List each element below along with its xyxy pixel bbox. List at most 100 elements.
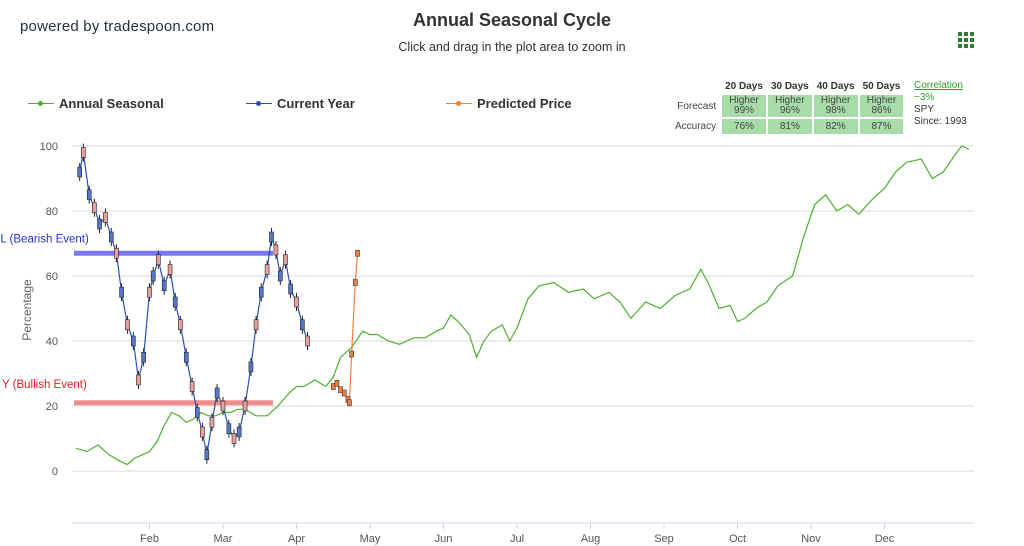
legend-predicted-price[interactable]: Predicted Price <box>446 96 572 111</box>
x-tick-label: Oct <box>729 533 746 545</box>
y-tick-label: 80 <box>46 206 58 218</box>
legend-annual-swatch <box>28 99 54 109</box>
candle-body <box>150 270 156 282</box>
chart-subtitle: Click and drag in the plot area to zoom … <box>398 40 626 54</box>
candle-body <box>236 426 242 438</box>
accuracy-cell: 82% <box>813 119 858 134</box>
y-tick-label: 0 <box>52 466 58 478</box>
correlation-ticker: SPY <box>914 104 935 115</box>
x-axis-ticks: Feb Mar Apr May Jun Jul Aug Sep Oct Nov Dec <box>140 523 895 545</box>
predicted-point <box>347 399 352 407</box>
candle-body <box>189 381 195 392</box>
brand-text[interactable]: powered by tradespoon.com <box>20 18 215 35</box>
candle-body <box>305 335 310 347</box>
candle-body <box>209 416 215 428</box>
header-30-days: 30 Days <box>770 81 809 92</box>
accuracy-cell: 81% <box>767 119 812 134</box>
forecast-row-label: Forecast <box>677 100 717 112</box>
candle-body <box>161 280 167 292</box>
candle-body <box>136 374 141 386</box>
legend-annual-seasonal[interactable]: Annual Seasonal <box>28 96 164 111</box>
x-tick-label: Jun <box>435 533 453 545</box>
candle-body <box>172 296 178 308</box>
candle-body <box>294 296 299 308</box>
candle-body <box>147 286 152 298</box>
chart-menu-icon[interactable] <box>958 32 974 48</box>
legend-current-label: Current Year <box>277 96 355 111</box>
x-tick-label: Nov <box>801 533 821 545</box>
forecast-cell: Higher 86% <box>859 95 904 117</box>
y-tick-label: 60 <box>46 271 58 283</box>
y-tick-label: 20 <box>46 401 58 413</box>
candle-body <box>214 387 220 399</box>
bullish-event-label: Y (Bullish Event) <box>2 379 87 391</box>
candle-body <box>200 426 205 438</box>
header-20-days: 20 Days <box>725 81 763 92</box>
correlation-value: −3% <box>914 92 935 103</box>
x-tick-label: Sep <box>654 533 674 545</box>
predicted-point <box>341 389 347 397</box>
candle-body <box>231 433 237 444</box>
annual-seasonal-series[interactable] <box>75 145 970 466</box>
annual-seasonal-line <box>75 145 970 466</box>
forecast-cell: Higher 98% <box>813 95 858 117</box>
header-50-days: 50 Days <box>862 81 901 92</box>
x-tick-label: Dec <box>875 533 895 545</box>
candle-body <box>125 319 130 331</box>
legend-predicted-label: Predicted Price <box>477 96 572 111</box>
candle-body <box>288 283 293 295</box>
candle-body <box>248 361 254 373</box>
accuracy-cell: 76% <box>722 119 766 134</box>
candle-body <box>97 218 102 230</box>
candle-body <box>194 407 200 418</box>
predicted-price-series[interactable] <box>330 249 360 407</box>
y-tick-label: 40 <box>46 336 58 348</box>
x-tick-label: Jul <box>510 533 524 545</box>
header-40-days: 40 Days <box>816 81 855 92</box>
candle-body <box>156 254 161 266</box>
candle-body <box>114 247 119 259</box>
candle-body <box>86 189 92 201</box>
x-tick-label: Apr <box>288 533 305 545</box>
current-year-series[interactable] <box>77 143 310 464</box>
candle-body <box>269 231 274 243</box>
candle-body <box>167 264 173 275</box>
forecast-cell: Higher 96% <box>767 95 812 117</box>
grid-lines <box>72 145 974 524</box>
legend-predicted-swatch <box>446 99 472 109</box>
candle-body <box>131 335 136 347</box>
x-tick-label: Aug <box>581 533 601 545</box>
event-levels: LL (Bearish Event) Y (Bullish Event) <box>0 233 273 406</box>
forecast-cell: Higher 99% <box>722 95 766 117</box>
candle-body <box>119 286 124 298</box>
y-axis-ticks: 0 20 40 60 80 100 <box>40 141 58 478</box>
candle-body <box>108 231 114 243</box>
accuracy-row-label: Accuracy <box>675 121 717 132</box>
chart-title: Annual Seasonal Cycle <box>412 10 612 30</box>
candle-body <box>226 423 232 435</box>
correlation-box: Correlation −3% SPY Since: 1993 <box>914 80 967 128</box>
y-tick-label: 100 <box>40 141 58 153</box>
accuracy-cell: 87% <box>859 119 904 134</box>
current-year-line <box>79 152 309 455</box>
correlation-link[interactable]: Correlation <box>914 80 963 91</box>
predicted-point <box>355 249 360 257</box>
correlation-since: Since: 1993 <box>914 116 967 127</box>
legend-current-swatch <box>246 99 272 109</box>
candle-body <box>141 351 146 363</box>
candle-body <box>264 264 270 275</box>
candle-body <box>220 400 226 412</box>
x-tick-label: Feb <box>140 533 159 545</box>
candle-body <box>77 166 82 178</box>
candle-body <box>273 244 279 256</box>
candle-body <box>81 147 86 158</box>
candle-body <box>278 270 283 282</box>
forecast-table: 20 Days 30 Days 40 Days 50 Days Forecast… <box>672 78 905 136</box>
predicted-point <box>352 279 358 286</box>
x-tick-label: May <box>360 533 381 545</box>
candle-body <box>178 319 183 331</box>
candle-body <box>283 254 288 266</box>
candle-body <box>253 319 259 331</box>
legend-current-year[interactable]: Current Year <box>246 96 355 111</box>
